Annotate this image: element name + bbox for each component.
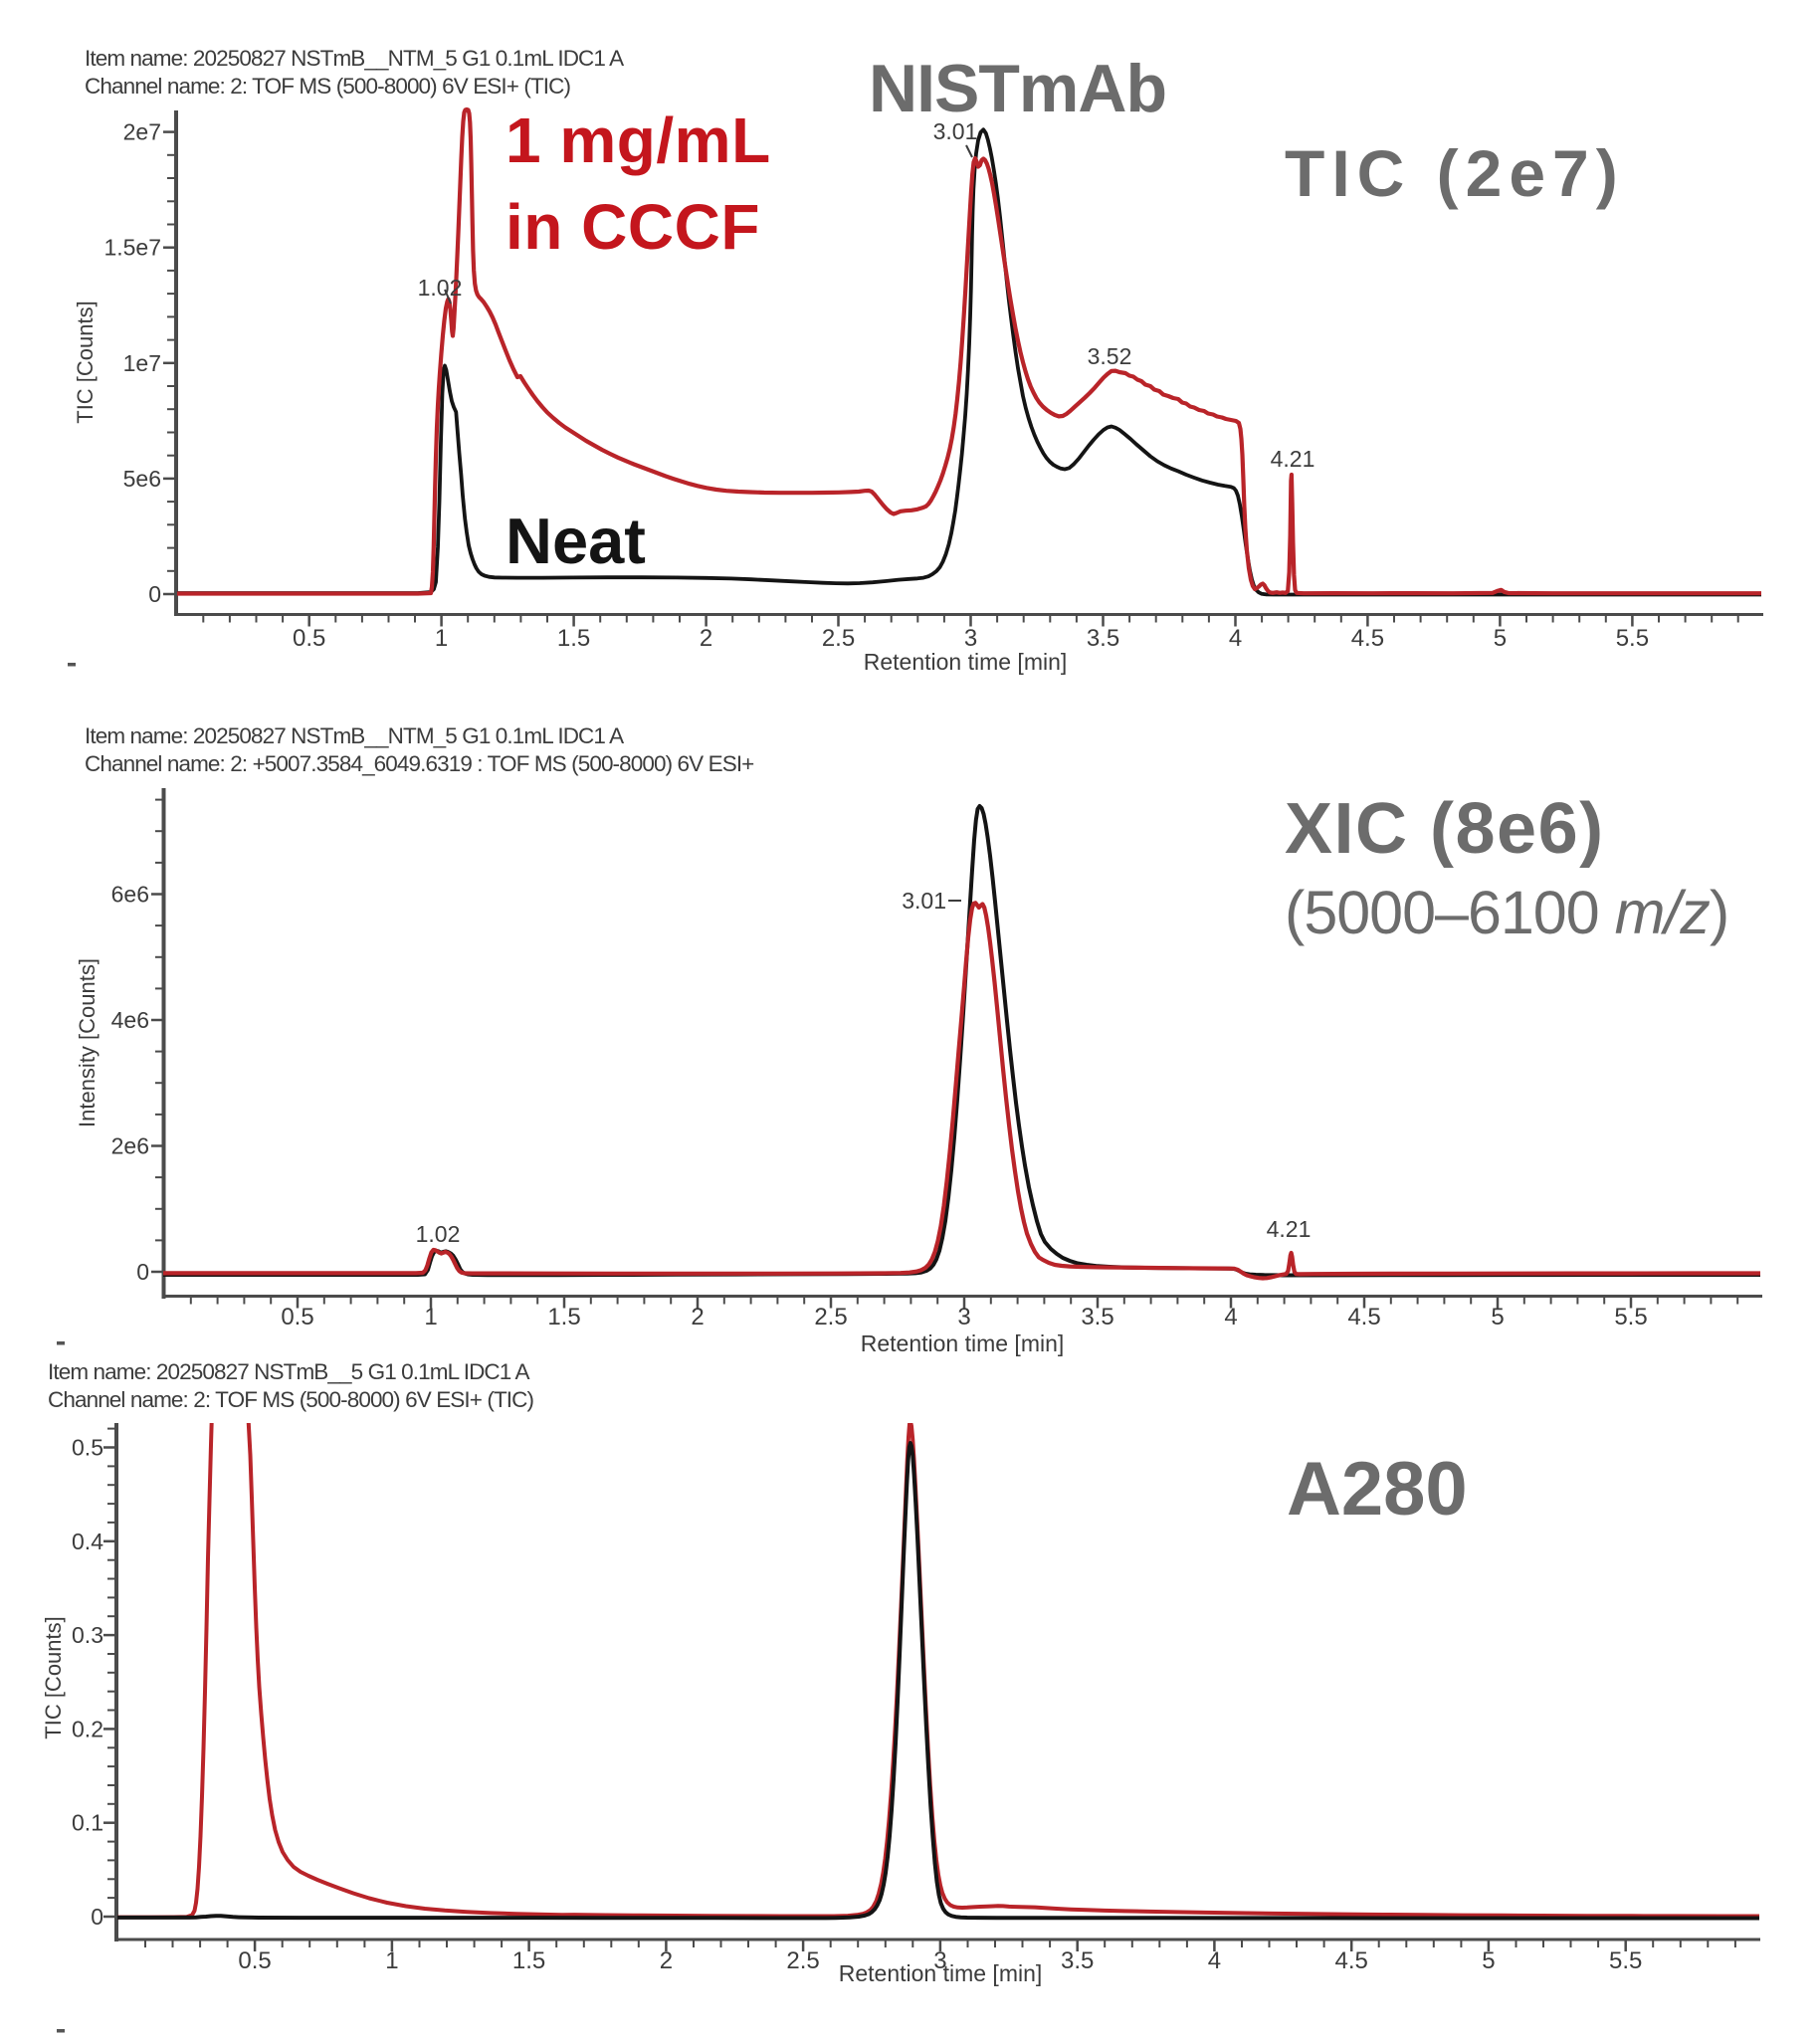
svg-text:4.21: 4.21: [1271, 446, 1315, 472]
svg-text:in CCCF: in CCCF: [506, 191, 760, 263]
svg-text:1.5e7: 1.5e7: [103, 235, 161, 261]
svg-text:0.5: 0.5: [72, 1435, 103, 1461]
svg-text:TIC (2e7): TIC (2e7): [1285, 136, 1625, 210]
svg-text:2.5: 2.5: [786, 1947, 819, 1974]
svg-text:3: 3: [964, 625, 977, 652]
svg-text:3.5: 3.5: [1087, 625, 1119, 652]
svg-text:1.02: 1.02: [418, 275, 463, 301]
svg-text:1: 1: [435, 625, 448, 652]
svg-text:1.5: 1.5: [557, 625, 590, 652]
svg-text:4: 4: [1224, 1304, 1237, 1330]
svg-text:4.5: 4.5: [1347, 1304, 1380, 1330]
svg-text:5.5: 5.5: [1609, 1947, 1642, 1974]
svg-text:0.4: 0.4: [72, 1529, 103, 1554]
svg-text:Item name: 20250827 NSTmB__5 G: Item name: 20250827 NSTmB__5 G1 0.1mL ID…: [48, 1359, 529, 1384]
svg-text:2e6: 2e6: [111, 1133, 149, 1159]
svg-text:1.02: 1.02: [416, 1221, 461, 1247]
svg-text:5: 5: [1491, 1304, 1504, 1330]
svg-text:3.01: 3.01: [933, 118, 978, 144]
svg-text:Item name: 20250827 NSTmB__NTM: Item name: 20250827 NSTmB__NTM_5 G1 0.1m…: [85, 723, 624, 748]
svg-text:5.5: 5.5: [1616, 625, 1649, 652]
svg-text:Channel name: 2: TOF MS (500-8: Channel name: 2: TOF MS (500-8000) 6V ES…: [48, 1387, 533, 1412]
svg-text:2: 2: [700, 625, 712, 652]
svg-text:1: 1: [424, 1304, 437, 1330]
svg-text:3: 3: [933, 1947, 946, 1974]
svg-text:4: 4: [1208, 1947, 1221, 1974]
svg-text:1: 1: [385, 1947, 398, 1974]
svg-text:(5000–6100 m/z): (5000–6100 m/z): [1285, 879, 1728, 946]
svg-text:4.5: 4.5: [1335, 1947, 1368, 1974]
svg-text:0.3: 0.3: [72, 1622, 103, 1648]
svg-text:Neat: Neat: [506, 505, 646, 577]
svg-text:Channel name: 2: +5007.3584_60: Channel name: 2: +5007.3584_6049.6319 : …: [85, 751, 754, 776]
svg-text:4e6: 4e6: [111, 1007, 149, 1033]
svg-text:2.5: 2.5: [822, 625, 855, 652]
svg-text:0: 0: [148, 581, 161, 607]
svg-text:5.5: 5.5: [1614, 1304, 1647, 1330]
svg-text:1 mg/mL: 1 mg/mL: [506, 104, 771, 176]
svg-text:2.5: 2.5: [814, 1304, 847, 1330]
svg-text:TIC [Counts]: TIC [Counts]: [73, 301, 98, 423]
svg-text:3.5: 3.5: [1061, 1947, 1094, 1974]
svg-text:4: 4: [1229, 625, 1242, 652]
svg-text:Retention time [min]: Retention time [min]: [864, 649, 1068, 675]
svg-text:3.52: 3.52: [1088, 343, 1132, 369]
svg-text:0.5: 0.5: [281, 1304, 313, 1330]
svg-text:NISTmAb: NISTmAb: [869, 51, 1166, 126]
svg-text:Item name: 20250827 NSTmB__NTM: Item name: 20250827 NSTmB__NTM_5 G1 0.1m…: [85, 46, 624, 71]
svg-text:0: 0: [136, 1259, 149, 1285]
svg-text:TIC [Counts]: TIC [Counts]: [41, 1616, 66, 1738]
svg-text:1.5: 1.5: [547, 1304, 580, 1330]
svg-text:5: 5: [1494, 625, 1507, 652]
svg-text:2e7: 2e7: [123, 119, 161, 145]
svg-text:3.5: 3.5: [1081, 1304, 1113, 1330]
svg-text:2: 2: [691, 1304, 704, 1330]
svg-text:2: 2: [660, 1947, 673, 1974]
svg-text:Channel name: 2: TOF MS (500-8: Channel name: 2: TOF MS (500-8000) 6V ES…: [85, 74, 570, 99]
svg-text:1.5: 1.5: [512, 1947, 545, 1974]
svg-text:5e6: 5e6: [123, 466, 161, 492]
svg-text:0.1: 0.1: [72, 1810, 103, 1836]
svg-text:3.01: 3.01: [902, 888, 946, 914]
svg-text:0.2: 0.2: [72, 1716, 103, 1741]
svg-text:1e7: 1e7: [123, 350, 161, 376]
svg-text:6e6: 6e6: [111, 882, 149, 908]
svg-text:0.5: 0.5: [293, 625, 325, 652]
svg-text:Intensity [Counts]: Intensity [Counts]: [75, 958, 100, 1127]
svg-text:Retention time [min]: Retention time [min]: [839, 1960, 1043, 1986]
svg-text:4.21: 4.21: [1267, 1216, 1312, 1242]
svg-text:XIC (8e6): XIC (8e6): [1285, 789, 1605, 869]
svg-text:0: 0: [91, 1904, 103, 1930]
svg-text:0.5: 0.5: [238, 1947, 271, 1974]
svg-text:Retention time [min]: Retention time [min]: [861, 1330, 1065, 1356]
svg-text:3: 3: [957, 1304, 970, 1330]
svg-text:4.5: 4.5: [1351, 625, 1384, 652]
svg-text:A280: A280: [1287, 1447, 1468, 1532]
svg-text:5: 5: [1482, 1947, 1495, 1974]
